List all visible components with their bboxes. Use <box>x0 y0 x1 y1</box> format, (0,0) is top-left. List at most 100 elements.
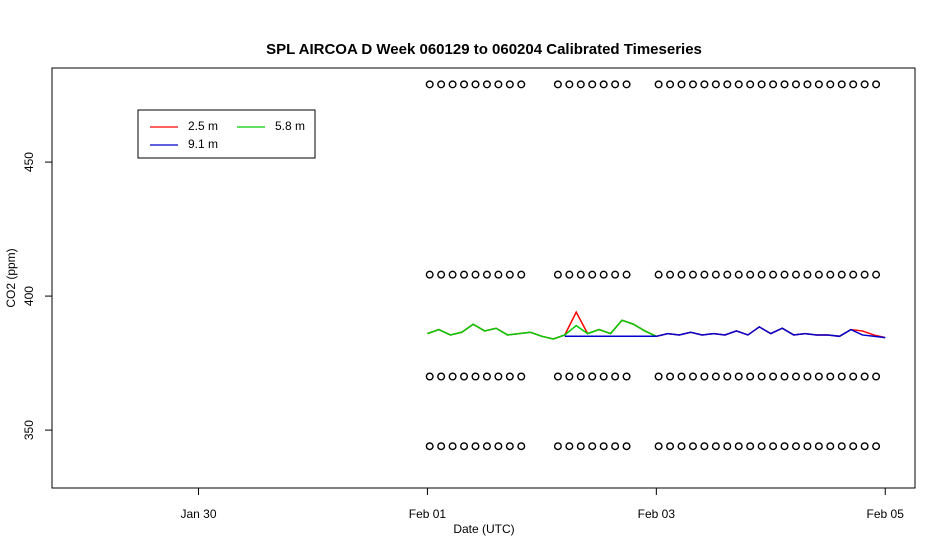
point <box>565 372 574 381</box>
point <box>588 270 597 279</box>
point <box>611 270 620 279</box>
point <box>437 372 446 381</box>
point <box>448 372 457 381</box>
point <box>860 442 869 451</box>
point <box>769 372 778 381</box>
point <box>814 442 823 451</box>
point <box>734 80 743 89</box>
point <box>505 372 514 381</box>
point <box>769 270 778 279</box>
point <box>448 80 457 89</box>
point <box>803 270 812 279</box>
point <box>780 372 789 381</box>
point <box>780 80 789 89</box>
point <box>517 80 526 89</box>
point <box>746 270 755 279</box>
point <box>588 372 597 381</box>
y-tick-label: 450 <box>22 152 36 172</box>
plot-frame <box>51 67 916 489</box>
point <box>611 80 620 89</box>
point <box>837 372 846 381</box>
point <box>505 270 514 279</box>
point <box>622 372 631 381</box>
point <box>700 372 709 381</box>
point <box>769 80 778 89</box>
point <box>666 442 675 451</box>
point <box>494 442 503 451</box>
point <box>553 80 562 89</box>
point <box>622 442 631 451</box>
point <box>494 372 503 381</box>
legend-label: 2.5 m <box>188 119 218 133</box>
point <box>849 442 858 451</box>
point <box>517 270 526 279</box>
point <box>599 442 608 451</box>
point <box>565 442 574 451</box>
point <box>425 270 434 279</box>
point <box>723 372 732 381</box>
point <box>723 80 732 89</box>
point <box>688 372 697 381</box>
point <box>803 372 812 381</box>
point <box>757 270 766 279</box>
point <box>826 270 835 279</box>
point <box>654 270 663 279</box>
point <box>505 442 514 451</box>
point <box>553 372 562 381</box>
point <box>576 442 585 451</box>
point <box>666 80 675 89</box>
x-tick-label: Feb 05 <box>867 507 905 521</box>
point <box>872 270 881 279</box>
point <box>826 372 835 381</box>
point <box>553 442 562 451</box>
point <box>425 442 434 451</box>
point <box>437 442 446 451</box>
point <box>565 270 574 279</box>
point <box>599 80 608 89</box>
point <box>471 80 480 89</box>
y-tick-label: 350 <box>22 420 36 440</box>
chart-title: SPL AIRCOA D Week 060129 to 060204 Calib… <box>266 41 702 58</box>
point <box>734 270 743 279</box>
point <box>494 80 503 89</box>
point <box>746 372 755 381</box>
series-line <box>427 319 657 340</box>
point <box>757 372 766 381</box>
x-axis-label: Date (UTC) <box>453 522 514 536</box>
point <box>700 442 709 451</box>
point <box>448 442 457 451</box>
point <box>700 270 709 279</box>
point <box>860 372 869 381</box>
point <box>780 270 789 279</box>
point <box>588 442 597 451</box>
point <box>872 80 881 89</box>
point <box>576 270 585 279</box>
point <box>471 372 480 381</box>
point <box>448 270 457 279</box>
point <box>611 372 620 381</box>
point <box>622 270 631 279</box>
legend-label: 9.1 m <box>188 137 218 151</box>
point <box>723 270 732 279</box>
point <box>460 270 469 279</box>
point <box>611 442 620 451</box>
point <box>837 442 846 451</box>
point <box>711 270 720 279</box>
point <box>791 442 800 451</box>
point <box>588 80 597 89</box>
point <box>576 80 585 89</box>
point <box>599 372 608 381</box>
point <box>872 372 881 381</box>
point <box>666 372 675 381</box>
legend-box <box>137 109 316 159</box>
y-axis-label: CO2 (ppm) <box>4 248 18 307</box>
point <box>814 372 823 381</box>
point <box>826 80 835 89</box>
point <box>711 80 720 89</box>
point <box>553 270 562 279</box>
point <box>460 372 469 381</box>
point <box>482 372 491 381</box>
series-line <box>564 326 886 339</box>
point <box>576 372 585 381</box>
